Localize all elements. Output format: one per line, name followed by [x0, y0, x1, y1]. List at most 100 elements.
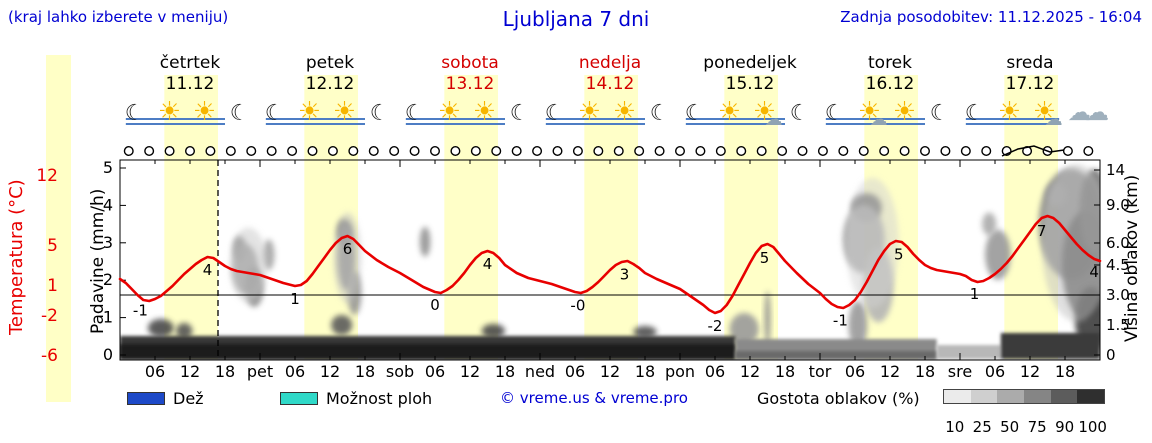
cloud-blob	[1041, 164, 1100, 322]
moon-icon: ☾	[825, 101, 845, 126]
cloud-cover-dot	[368, 145, 379, 156]
density-scale-segment	[997, 390, 1025, 403]
hour-label: 12	[460, 362, 480, 381]
cloud-cover-dot	[327, 145, 338, 156]
cloud-cover-dot	[552, 145, 563, 156]
density-scale-segment	[1050, 390, 1078, 403]
cloud-cover-dot	[940, 145, 951, 156]
cloud-cover-dot	[491, 145, 502, 156]
hour-label: 06	[985, 362, 1005, 381]
cloud-cover-dot	[348, 145, 359, 156]
credit-link[interactable]: © vreme.us & vreme.pro	[500, 389, 688, 407]
cloud-cover-dot	[430, 145, 441, 156]
moon-icon: ☾	[125, 101, 145, 126]
cloud-blob	[481, 324, 506, 338]
cloud-cover-dot	[756, 145, 767, 156]
cloud-cover-dot	[675, 145, 686, 156]
cloud-icon: ☁	[1045, 109, 1063, 130]
cloud-cover-dot	[1062, 145, 1073, 156]
hour-label: 18	[775, 362, 795, 381]
cloud-layer	[120, 164, 1100, 359]
cloud-cover-dot	[266, 145, 277, 156]
precip-tick-label: 0	[103, 345, 113, 364]
page-title: Ljubljana 7 dni	[502, 7, 650, 31]
hour-label: 18	[1055, 362, 1075, 381]
cloud-cover-dot	[838, 145, 849, 156]
temperature-value-label: 5	[760, 249, 770, 267]
cloud-cover-dot	[511, 145, 522, 156]
temperature-value-label: 6	[343, 240, 353, 258]
cloud-cover-dot	[981, 145, 992, 156]
cloud-cover-trend-line	[1001, 145, 1065, 157]
cloud-cover-dot	[858, 145, 869, 156]
hour-label: 06	[845, 362, 865, 381]
cloud-blob	[148, 319, 174, 337]
day-name: petek	[306, 53, 354, 73]
cloud-density-scale	[943, 389, 1105, 404]
low-cloud-band	[1000, 333, 1100, 359]
hour-label: 12	[180, 362, 200, 381]
cloud-cover-dot	[797, 145, 808, 156]
temperature-value-label: 0	[430, 296, 440, 314]
hour-label: 12	[600, 362, 620, 381]
daylight-band	[164, 75, 218, 359]
cloud-cover-dot	[715, 145, 726, 156]
density-scale-segment	[944, 390, 971, 403]
day-name: četrtek	[160, 53, 221, 73]
cloud-cover-dot	[736, 145, 747, 156]
cloud-cover-dot	[920, 145, 931, 156]
cloud-blob	[333, 212, 362, 304]
sun-icon: ☀	[613, 97, 636, 127]
cloud-cover-dot	[225, 145, 236, 156]
hour-label: 06	[705, 362, 725, 381]
temperature-value-label: 4	[1089, 263, 1099, 281]
height-tick-label: 0	[1106, 346, 1116, 364]
precip-tick-label: 3	[103, 233, 113, 252]
cloud-cover-dot	[613, 145, 624, 156]
daylight-band	[584, 75, 638, 359]
temperature-line	[118, 214, 1102, 315]
height-tick-label: 6.0	[1106, 234, 1130, 252]
height-tick-label: 3.0	[1106, 286, 1130, 304]
day-date: 13.12	[446, 74, 495, 94]
moon-icon: ☾	[545, 101, 565, 126]
hour-label: 18	[635, 362, 655, 381]
density-scale-tick-label: 10	[945, 418, 965, 436]
cloud-cover-dot	[634, 145, 645, 156]
density-scale-tick-label: 25	[972, 418, 992, 436]
moon-icon: ☾	[370, 101, 390, 126]
sun-icon: ☀	[718, 97, 741, 127]
sun-icon: ☀	[753, 97, 776, 127]
temp-tick-label: 1	[47, 276, 58, 296]
hour-label: 12	[880, 362, 900, 381]
sun-icon: ☀	[1033, 97, 1056, 127]
low-cloud-band	[120, 344, 736, 359]
temperature-value-label: 3	[620, 266, 630, 284]
rain-legend-label: Dež	[173, 389, 204, 408]
hour-label: 18	[495, 362, 515, 381]
cloud-cover-dot	[695, 145, 706, 156]
hour-label: 06	[285, 362, 305, 381]
cloud-blob	[729, 313, 759, 345]
day-name: ponedeljek	[703, 53, 797, 73]
sun-icon: ☀	[578, 97, 601, 127]
precip-tick-label: 1	[103, 308, 113, 327]
sun-icon: ☀	[893, 97, 916, 127]
cloud-cover-dot	[470, 145, 481, 156]
left-highlight-strip	[46, 55, 71, 402]
cloud-blob	[982, 212, 997, 236]
temp-tick-label: -6	[41, 346, 58, 366]
cloud-blob	[846, 177, 899, 309]
moon-icon: ☾	[685, 101, 705, 126]
moon-icon: ☾	[790, 101, 810, 126]
precip-tick-label: 4	[103, 195, 113, 214]
cloud-cover-dot	[307, 145, 318, 156]
showers-legend-label: Možnost ploh	[326, 389, 433, 408]
cloud-cover-dot	[1083, 145, 1094, 156]
day-abbrev-label: pon	[665, 362, 695, 381]
hour-label: 18	[915, 362, 935, 381]
day-date: 12.12	[306, 74, 355, 94]
cloud-blob	[764, 291, 771, 347]
temperature-value-label: 7	[1037, 222, 1047, 240]
